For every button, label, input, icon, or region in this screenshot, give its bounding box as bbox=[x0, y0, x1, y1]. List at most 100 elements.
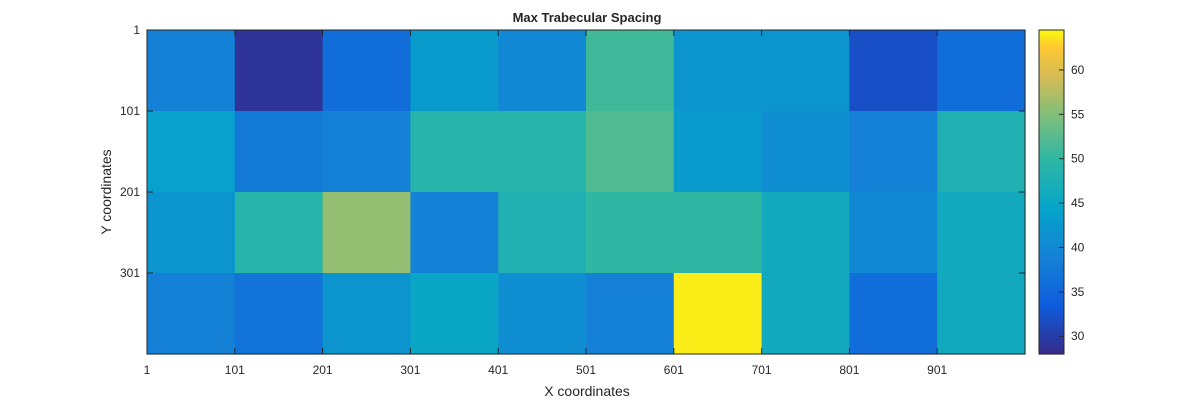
x-tick-label: 1 bbox=[144, 363, 151, 377]
colorbar-segment bbox=[1039, 213, 1064, 217]
colorbar-segment bbox=[1039, 119, 1064, 123]
y-axis-ticks: 1 101 201 301 bbox=[120, 23, 1025, 280]
colorbar-segment bbox=[1039, 75, 1064, 80]
colorbar-segment bbox=[1039, 202, 1064, 207]
x-tick-label: 601 bbox=[664, 363, 684, 377]
colorbar-tick-label: 40 bbox=[1071, 240, 1085, 254]
colorbar-tick-label: 45 bbox=[1071, 196, 1085, 210]
colorbar-segment bbox=[1039, 170, 1064, 174]
colorbar-segment bbox=[1039, 181, 1064, 185]
colorbar-segment bbox=[1039, 86, 1064, 90]
colorbar-segment bbox=[1039, 81, 1064, 85]
x-tick-label: 701 bbox=[752, 363, 772, 377]
colorbar-segment bbox=[1039, 286, 1064, 290]
heatmap-cell bbox=[498, 111, 587, 193]
colorbar-segment bbox=[1039, 229, 1064, 234]
colorbar-segment bbox=[1039, 67, 1064, 72]
colorbar-tick-label: 60 bbox=[1071, 63, 1085, 77]
colorbar-segment bbox=[1039, 70, 1064, 74]
heatmap-cell bbox=[761, 192, 850, 274]
colorbar-segment bbox=[1039, 227, 1064, 231]
heatmap-cell bbox=[147, 192, 236, 274]
heatmap-cell bbox=[322, 30, 411, 112]
x-tick-label: 901 bbox=[927, 363, 947, 377]
colorbar-segment bbox=[1039, 270, 1064, 274]
colorbar-segment bbox=[1039, 283, 1064, 288]
heatmap-cell bbox=[761, 273, 850, 355]
colorbar-segment bbox=[1039, 327, 1064, 331]
colorbar-segment bbox=[1039, 51, 1064, 55]
colorbar-segment bbox=[1039, 337, 1064, 342]
colorbar-segment bbox=[1039, 89, 1064, 93]
colorbar-segment bbox=[1039, 243, 1064, 247]
heatmap-cell bbox=[673, 192, 763, 274]
colorbar-segment bbox=[1039, 224, 1064, 228]
colorbar-segment bbox=[1039, 46, 1064, 50]
heatmap-cell bbox=[322, 273, 411, 355]
colorbar-segment bbox=[1039, 143, 1064, 147]
heatmap-cell bbox=[849, 111, 938, 193]
y-tick-label: 101 bbox=[120, 104, 140, 118]
colorbar-segment bbox=[1039, 343, 1064, 347]
x-tick-label: 501 bbox=[576, 363, 596, 377]
colorbar-segment bbox=[1039, 208, 1064, 212]
colorbar-segment bbox=[1039, 235, 1064, 239]
colorbar-segment bbox=[1039, 267, 1064, 271]
colorbar-tick-label: 55 bbox=[1071, 107, 1085, 121]
colorbar-segment bbox=[1039, 332, 1064, 336]
colorbar-segment bbox=[1039, 335, 1064, 339]
colorbar-segment bbox=[1039, 121, 1064, 126]
heatmap-cell bbox=[410, 111, 499, 193]
colorbar-segment bbox=[1039, 302, 1064, 306]
colorbar-segment bbox=[1039, 186, 1064, 190]
colorbar-segment bbox=[1039, 192, 1064, 196]
colorbar-segment bbox=[1039, 219, 1064, 223]
x-axis-label: X coordinates bbox=[544, 383, 630, 399]
colorbar-segment bbox=[1039, 154, 1064, 158]
heatmap-cell bbox=[234, 273, 324, 355]
colorbar-segment bbox=[1039, 256, 1064, 261]
colorbar-segment bbox=[1039, 237, 1064, 242]
colorbar-segment bbox=[1039, 205, 1064, 209]
y-tick-label: 301 bbox=[120, 266, 140, 280]
colorbar-segment bbox=[1039, 59, 1064, 63]
colorbar-segment bbox=[1039, 32, 1064, 36]
colorbar-segment bbox=[1039, 221, 1064, 225]
colorbar-segment bbox=[1039, 135, 1064, 139]
colorbar-segment bbox=[1039, 348, 1064, 352]
colorbar-segment bbox=[1039, 313, 1064, 317]
colorbar-segment bbox=[1039, 305, 1064, 309]
heatmap-cell bbox=[410, 273, 499, 355]
heatmap-cell bbox=[322, 111, 411, 193]
colorbar-segment bbox=[1039, 102, 1064, 107]
heatmap-cell bbox=[322, 192, 411, 274]
heatmap-cell bbox=[586, 30, 675, 112]
heatmap-cell bbox=[234, 111, 324, 193]
colorbar-segment bbox=[1039, 340, 1064, 344]
heatmap-cell bbox=[761, 30, 850, 112]
colorbar-segment bbox=[1039, 127, 1064, 131]
heatmap-cell bbox=[673, 111, 763, 193]
colorbar-segment bbox=[1039, 78, 1064, 82]
colorbar-segment bbox=[1039, 308, 1064, 312]
heatmap-cell bbox=[498, 30, 587, 112]
x-tick-label: 201 bbox=[313, 363, 333, 377]
colorbar-border bbox=[1038, 29, 1065, 355]
y-tick-label: 201 bbox=[120, 185, 140, 199]
colorbar-segment bbox=[1039, 273, 1064, 277]
heatmap-cell bbox=[586, 111, 675, 193]
colorbar-segment bbox=[1039, 84, 1064, 88]
colorbar-segment bbox=[1039, 73, 1064, 77]
colorbar-segment bbox=[1039, 300, 1064, 304]
colorbar-segment bbox=[1039, 189, 1064, 193]
colorbar-segment bbox=[1039, 216, 1064, 220]
heatmap-cell bbox=[498, 273, 587, 355]
colorbar-segment bbox=[1039, 264, 1064, 269]
colorbar-segment bbox=[1039, 162, 1064, 166]
heatmap-cell bbox=[937, 192, 1026, 274]
x-tick-label: 801 bbox=[839, 363, 859, 377]
colorbar-segment bbox=[1039, 197, 1064, 201]
colorbar-segment bbox=[1039, 183, 1064, 188]
colorbar-segment bbox=[1039, 113, 1064, 117]
heatmap-cells bbox=[147, 30, 1026, 355]
